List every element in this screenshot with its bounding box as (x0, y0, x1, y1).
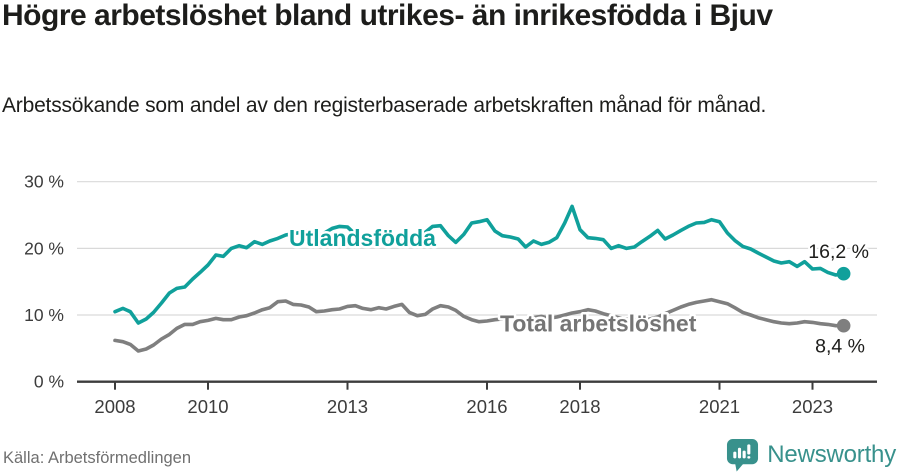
x-tick-label-2008: 2008 (94, 396, 135, 417)
page-subtitle: Arbetssökande som andel av den registerb… (2, 94, 767, 117)
brand-logo: Newsworthy (726, 437, 896, 472)
x-tick-label-2010: 2010 (187, 396, 228, 417)
end-value-label-total: 8,4 % (815, 336, 865, 358)
x-tick-label-2023: 2023 (792, 396, 833, 417)
y-tick-label-0: 0 % (34, 372, 64, 392)
series-label-utlandsfodda: Utlandsfödda (289, 225, 436, 251)
x-tick-label-2018: 2018 (559, 396, 600, 417)
y-tick-label-10: 10 % (24, 305, 64, 325)
brand-wordmark: Newsworthy (767, 441, 896, 468)
x-tick-label-2021: 2021 (699, 396, 740, 417)
y-tick-label-30: 30 % (24, 172, 64, 192)
x-tick-label-2013: 2013 (327, 396, 368, 417)
page-title: Högre arbetslöshet bland utrikes- än inr… (2, 0, 773, 32)
source-note: Källa: Arbetsförmedlingen (3, 449, 192, 467)
series-end-dot-utlandsfodda (836, 266, 851, 281)
series-end-dot-total (836, 318, 851, 333)
newsworthy-icon (727, 438, 759, 471)
series-line-total (113, 297, 846, 353)
series-label-total: Total arbetslöshet (500, 311, 697, 337)
y-tick-label-20: 20 % (24, 238, 64, 258)
end-value-label-utlandsfodda: 16,2 % (808, 241, 869, 263)
x-tick-label-2016: 2016 (466, 396, 507, 417)
series-line-utlandsfodda (113, 204, 846, 325)
